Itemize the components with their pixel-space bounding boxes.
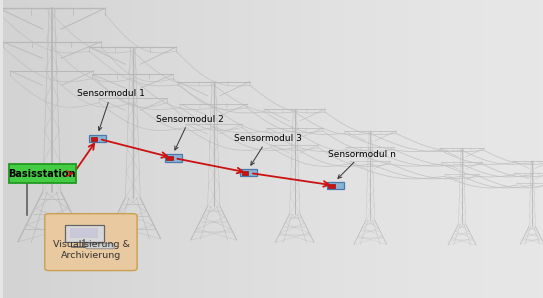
FancyBboxPatch shape (89, 135, 106, 142)
Text: Visualisierung &
Archivierung: Visualisierung & Archivierung (53, 240, 129, 260)
FancyBboxPatch shape (45, 214, 137, 271)
Text: Basisstation: Basisstation (9, 169, 76, 179)
FancyBboxPatch shape (166, 156, 173, 160)
Text: Sensormodul 2: Sensormodul 2 (156, 115, 223, 150)
FancyBboxPatch shape (165, 154, 182, 162)
FancyBboxPatch shape (65, 225, 104, 242)
Text: Sensormodul 1: Sensormodul 1 (77, 89, 145, 131)
FancyBboxPatch shape (91, 136, 97, 140)
FancyBboxPatch shape (326, 182, 344, 189)
FancyBboxPatch shape (328, 184, 334, 188)
FancyBboxPatch shape (242, 171, 248, 175)
FancyBboxPatch shape (86, 244, 114, 249)
FancyBboxPatch shape (9, 164, 75, 183)
FancyBboxPatch shape (71, 228, 98, 238)
Text: Sensormodul n: Sensormodul n (328, 150, 396, 179)
Text: Sensormodul 3: Sensormodul 3 (234, 134, 302, 165)
FancyBboxPatch shape (240, 169, 257, 176)
